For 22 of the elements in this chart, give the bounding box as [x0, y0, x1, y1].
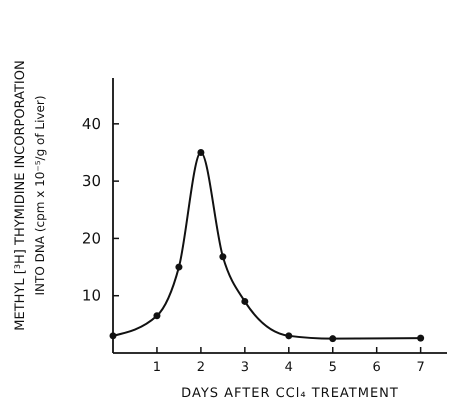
point — [175, 264, 182, 271]
point — [153, 312, 160, 320]
x-tick-label: 1 — [152, 360, 162, 375]
y-tick-label: 30 — [82, 172, 101, 190]
point — [241, 298, 248, 305]
x-tick-label: 5 — [328, 360, 337, 375]
x-tick-label: 4 — [284, 360, 293, 375]
x-axis-title: DAYS AFTER CCl₄ TREATMENT — [181, 386, 399, 401]
x-tick-label: 3 — [240, 360, 249, 375]
y-tick-label: 20 — [82, 229, 101, 248]
point — [219, 253, 226, 260]
x-tick-label: 7 — [416, 360, 425, 375]
y-tick-label: 40 — [82, 114, 101, 133]
point — [417, 334, 424, 342]
point — [110, 332, 116, 340]
point — [285, 332, 292, 340]
x-tick-label: 6 — [372, 360, 381, 375]
x-tick-label: 2 — [196, 360, 206, 375]
y-axis-title: METHYL [³H] THYMIDINE INCORPORATION INTO DNA (cpm x 10⁻⁵/g of Liver) — [13, 60, 47, 331]
point — [197, 148, 204, 156]
point — [329, 335, 336, 342]
y-tick-label: 10 — [82, 286, 101, 305]
